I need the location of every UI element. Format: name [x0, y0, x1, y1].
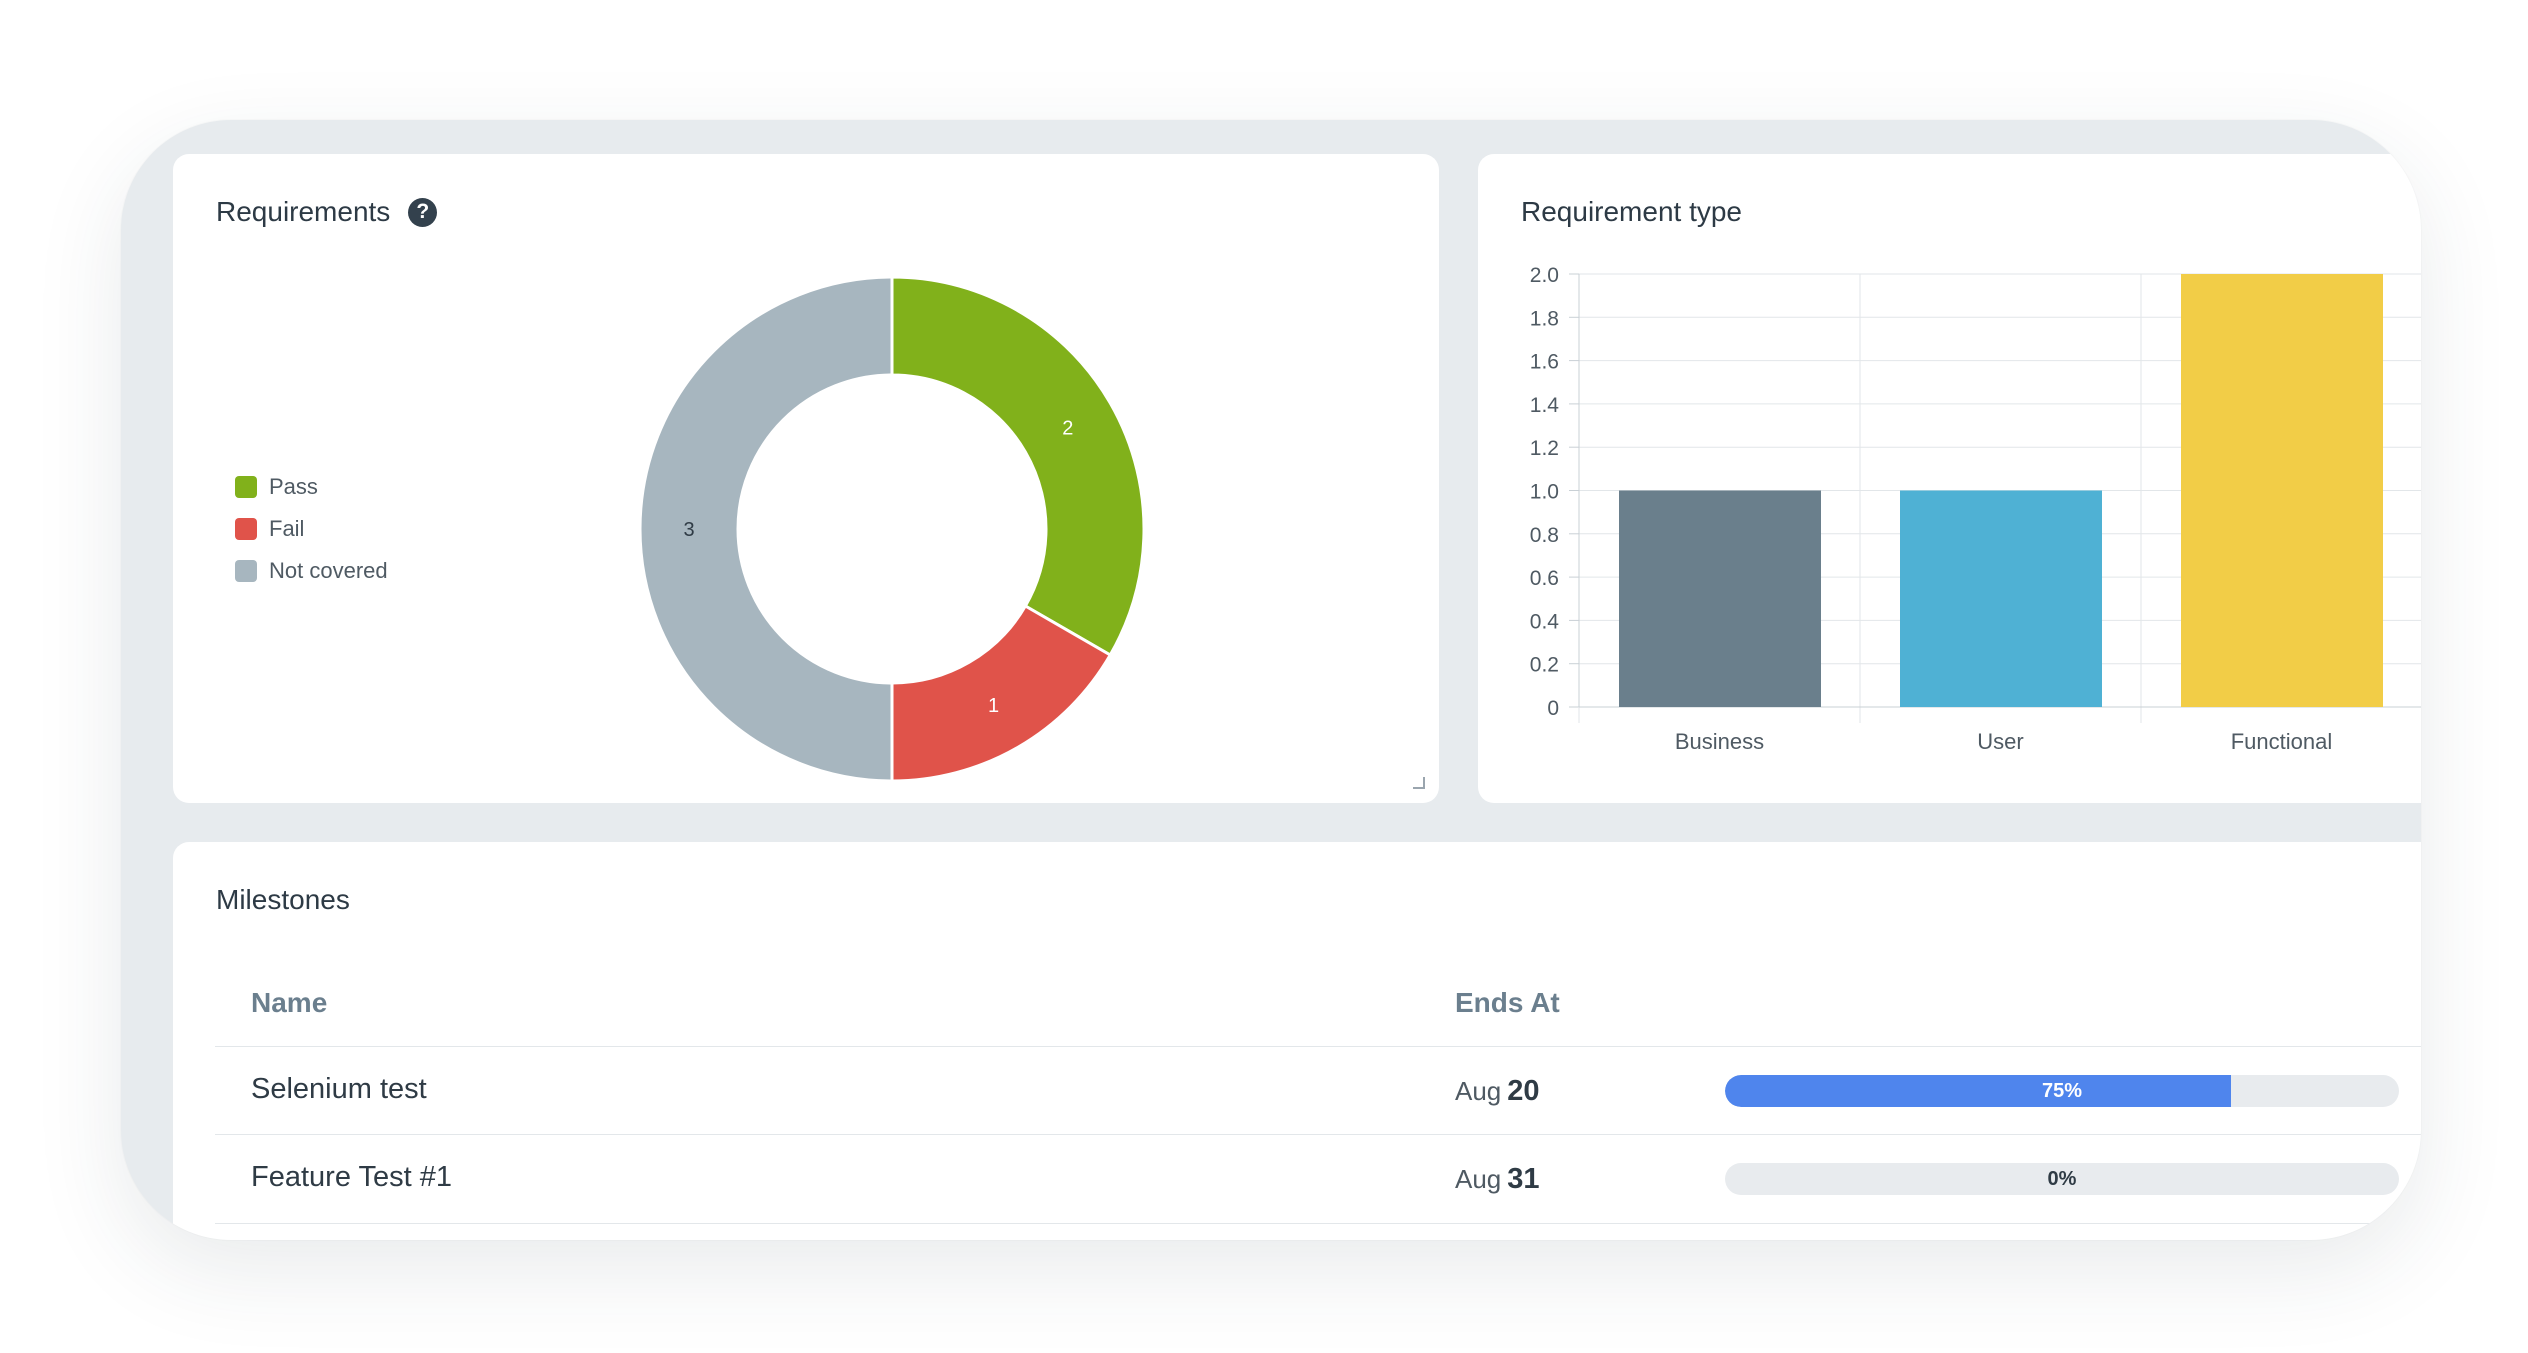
donut-slice-value-label: 1 — [988, 695, 999, 717]
donut-slice-pass[interactable] — [890, 275, 1146, 658]
milestone-row[interactable]: Selenium test Aug 20 75% — [215, 1046, 2421, 1135]
bar-business[interactable] — [1619, 490, 1821, 708]
milestone-name[interactable]: Selenium test — [251, 1073, 427, 1105]
y-tick-label: 1.0 — [1530, 481, 1559, 504]
requirements-title-row: Requirements ? — [216, 196, 438, 228]
donut-slice-not-covered[interactable] — [638, 275, 894, 783]
y-tick-label: 1.8 — [1530, 307, 1559, 330]
donut-slice-value-label: 2 — [1062, 418, 1073, 440]
requirements-title: Requirements — [216, 196, 391, 227]
donut-slice-value-label: 3 — [683, 519, 694, 541]
y-tick-label: 1.2 — [1530, 437, 1559, 460]
bar-functional[interactable] — [2181, 274, 2383, 707]
milestone-end-month: Aug — [1455, 1076, 1502, 1106]
milestone-end-date: Aug 31 — [1455, 1163, 1540, 1196]
milestone-end-day: 20 — [1507, 1075, 1540, 1107]
milestone-end-month: Aug — [1455, 1164, 1502, 1194]
dashboard-frame: Requirements ? Pass Fail Not covered 2 1 3 R… — [121, 120, 2421, 1240]
milestone-progress-fill — [1725, 1075, 2231, 1107]
y-tick-label: 0.2 — [1530, 654, 1559, 677]
milestone-end-day: 31 — [1507, 1163, 1540, 1195]
help-icon[interactable]: ? — [408, 197, 438, 227]
legend-swatch — [235, 560, 257, 582]
requirement-type-bar-chart: 0 0.2 0.4 0.6 0.8 1.0 1.2 1.4 1.6 1.8 2.0 Business U… — [1530, 264, 2421, 754]
legend-label: Not covered — [269, 558, 388, 583]
milestone-name[interactable]: Feature Test #1 — [251, 1161, 452, 1193]
requirement-type-card: Requirement type 0 0.2 0.4 0.6 0.8 1.0 1.2 1.4 1… — [1478, 154, 2421, 803]
y-tick-label: 0.6 — [1530, 567, 1559, 590]
milestone-progress-bar: 0% — [1725, 1163, 2399, 1195]
requirements-donut-chart: 2 1 3 — [638, 275, 1146, 783]
y-tick-label: 1.4 — [1530, 394, 1560, 417]
resize-handle-icon[interactable] — [1413, 777, 1425, 789]
y-tick-label: 2.0 — [1530, 264, 1559, 287]
milestone-row[interactable]: Feature Test #1 Aug 31 0% — [215, 1134, 2421, 1224]
y-tick-label: 1.6 — [1530, 351, 1559, 374]
legend-swatch — [235, 518, 257, 540]
milestone-progress-label: 75% — [2041, 1080, 2083, 1102]
y-tick-label: 0.8 — [1530, 524, 1559, 547]
bar-user[interactable] — [1900, 490, 2102, 708]
milestone-progress-bar: 75% — [1725, 1075, 2399, 1107]
legend-swatch — [235, 476, 257, 498]
milestone-end-date: Aug 20 — [1455, 1075, 1540, 1108]
milestone-progress-label: 0% — [2047, 1168, 2077, 1190]
legend-item-not-covered[interactable]: Not covered — [235, 550, 388, 592]
x-tick-label: Functional — [2231, 729, 2333, 754]
x-tick-label: Business — [1675, 729, 1764, 754]
legend-label: Pass — [269, 474, 318, 499]
milestones-title: Milestones — [216, 884, 350, 915]
donut-legend: Pass Fail Not covered — [235, 466, 388, 592]
legend-item-pass[interactable]: Pass — [235, 466, 388, 508]
y-tick-label: 0.4 — [1530, 610, 1560, 633]
legend-label: Fail — [269, 516, 305, 541]
y-tick-label: 0 — [1547, 697, 1559, 720]
requirements-card: Requirements ? Pass Fail Not covered 2 1 3 — [173, 154, 1439, 803]
x-tick-label: User — [1977, 729, 2023, 754]
milestones-card: Milestones Name Ends At Selenium test Au… — [173, 842, 2421, 1240]
requirement-type-title: Requirement type — [1521, 196, 1743, 227]
column-header-name[interactable]: Name — [251, 987, 328, 1018]
column-header-ends-at[interactable]: Ends At — [1455, 987, 1560, 1018]
legend-item-fail[interactable]: Fail — [235, 508, 388, 550]
